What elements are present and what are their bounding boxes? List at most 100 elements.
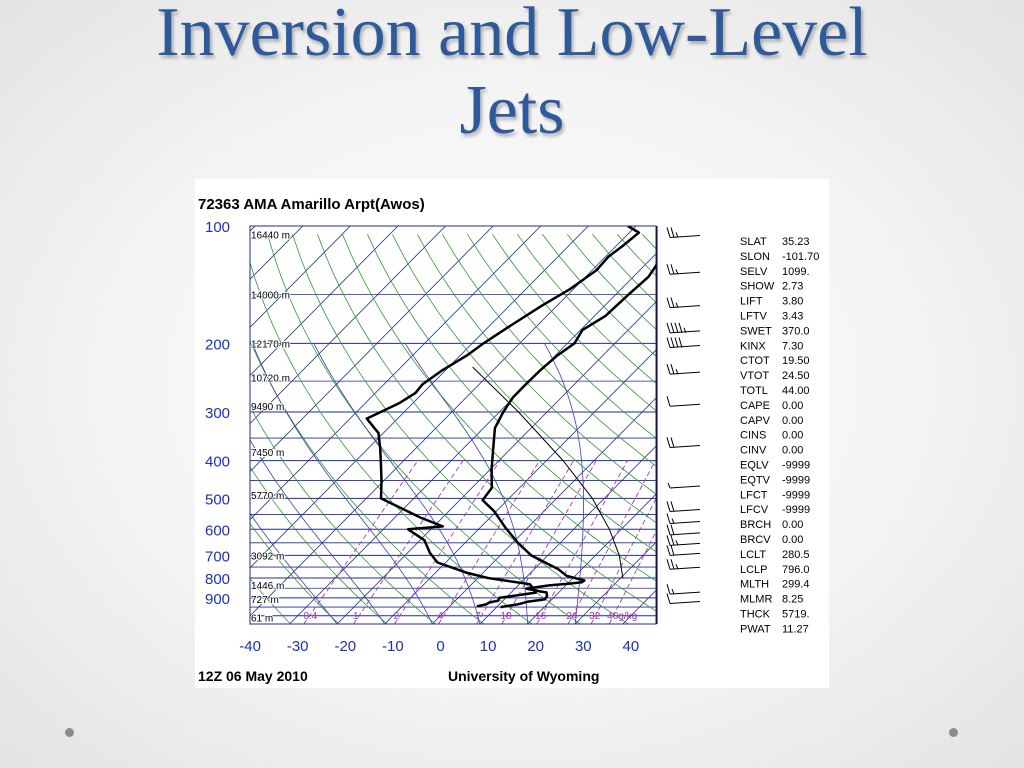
temperature-tick-label: 10 <box>480 638 497 655</box>
index-value: 8.25 <box>782 594 803 606</box>
index-key: CTOT <box>740 355 770 367</box>
plot-frame <box>249 225 657 625</box>
pressure-tick-label: 300 <box>205 405 230 422</box>
index-value: 5719. <box>782 609 810 621</box>
dry-adiabat-line <box>267 234 581 624</box>
pressure-tick-label: 400 <box>205 454 230 471</box>
mixing-ratio-label: 16 <box>535 611 547 622</box>
nav-dot-right[interactable] <box>949 728 958 737</box>
index-key: CAPV <box>740 415 771 427</box>
dry-adiabat-line <box>292 234 629 624</box>
mixing-ratio-label: 7 <box>475 611 481 622</box>
dewpoint-profile-line <box>365 226 641 609</box>
mixing-ratio-label: 2 <box>394 611 400 622</box>
index-key: LIFT <box>740 296 763 308</box>
wind-barbs <box>656 226 701 624</box>
index-key: LFTV <box>740 311 768 323</box>
dry-adiabat-line <box>417 234 656 495</box>
nav-dot-left[interactable] <box>65 728 74 737</box>
isotherm-line <box>250 226 542 521</box>
chart-footer-source: University of Wyoming <box>448 668 599 684</box>
mixing-ratio-line <box>394 460 501 624</box>
index-value: 2.73 <box>782 281 803 293</box>
dry-adiabat-line <box>342 234 656 582</box>
index-key: CINS <box>740 430 766 442</box>
temperature-tick-label: -30 <box>287 638 309 655</box>
isotherm-line <box>336 301 656 624</box>
index-value: -9999 <box>782 460 810 472</box>
index-value: 796.0 <box>782 564 810 576</box>
isotherm-line <box>250 226 351 328</box>
index-key: LFCT <box>740 489 768 501</box>
wind-barb <box>666 513 701 525</box>
index-key: SHOW <box>740 281 775 293</box>
index-key: LCLT <box>740 549 766 561</box>
index-key: LFCV <box>740 504 769 516</box>
pressure-tick-label: 900 <box>205 591 230 608</box>
index-key: EQLV <box>740 460 769 472</box>
index-key: VTOT <box>740 370 769 382</box>
temperature-tick-label: 0 <box>436 638 444 655</box>
height-label: 12170 m <box>251 339 290 350</box>
isotherm-line <box>527 493 656 624</box>
height-label: 1446 m <box>251 581 284 592</box>
index-value: 0.00 <box>782 400 803 412</box>
temperature-tick-label: -40 <box>239 638 261 655</box>
temperature-tick-label: 30 <box>575 638 592 655</box>
isotherm-line <box>250 226 494 473</box>
mixing-ratio-label: 24 <box>566 611 578 622</box>
temperature-tick-label: -10 <box>382 638 404 655</box>
moist-adiabat-line <box>404 343 528 624</box>
index-value: 0.00 <box>782 415 803 427</box>
index-value: 0.00 <box>782 430 803 442</box>
temperature-tick-label: 40 <box>623 638 640 655</box>
moist-adiabat-line <box>250 512 338 624</box>
mixing-ratio-label: 32 <box>589 611 601 622</box>
index-value: 280.5 <box>782 549 810 561</box>
isotherm-line <box>250 226 637 617</box>
moist-adiabat-line <box>313 343 481 624</box>
mixing-ratio-line <box>590 497 656 624</box>
mixing-ratio-line <box>608 530 656 624</box>
wind-barb <box>666 583 701 595</box>
isotherm-line <box>574 541 656 624</box>
index-value: 0.00 <box>782 445 803 457</box>
index-key: SWET <box>740 325 772 337</box>
moist-adiabat-line <box>250 438 386 624</box>
index-key: KINX <box>740 340 766 352</box>
dry-adiabat-line <box>250 405 436 624</box>
height-label: 7450 m <box>251 448 284 459</box>
pressure-tick-label: 200 <box>205 336 230 353</box>
slide-title: Inversion and Low-Level Jets <box>0 0 1024 150</box>
index-key: MLMR <box>740 594 772 606</box>
pressure-tick-label: 100 <box>205 219 230 236</box>
mixing-ratio-label: 0.4 <box>303 611 317 622</box>
slide-title-line-1: Inversion and Low-Level <box>156 0 868 71</box>
dry-adiabat-line <box>317 234 656 612</box>
index-value: -101.70 <box>782 251 819 263</box>
isotherm-line <box>250 226 446 425</box>
index-value: 7.30 <box>782 340 803 352</box>
mixing-ratio-label: 10 <box>500 611 512 622</box>
temperature-tick-label: 20 <box>527 638 544 655</box>
dry-adiabat-line <box>367 234 656 553</box>
wind-barb <box>666 593 701 604</box>
index-value: 19.50 <box>782 355 810 367</box>
moist-adiabat-line <box>252 343 433 624</box>
chart-footer-date: 12Z 06 May 2010 <box>198 668 308 684</box>
mixing-ratio-label: 1 <box>353 611 359 622</box>
temperature-tick-label: -20 <box>334 638 356 655</box>
chart-title: 72363 AMA Amarillo Arpt(Awos) <box>198 196 425 213</box>
index-value: -9999 <box>782 474 810 486</box>
height-label: 727 m <box>251 595 279 606</box>
isotherm-line <box>250 226 399 377</box>
index-key: EQTV <box>740 474 771 486</box>
isotherm-line <box>250 226 589 569</box>
index-key: SLAT <box>740 236 767 248</box>
index-value: 3.43 <box>782 311 803 323</box>
index-value: 0.00 <box>782 534 803 546</box>
pressure-tick-label: 800 <box>205 571 230 588</box>
wind-barb <box>666 322 701 334</box>
height-label: 14000 m <box>251 291 290 302</box>
